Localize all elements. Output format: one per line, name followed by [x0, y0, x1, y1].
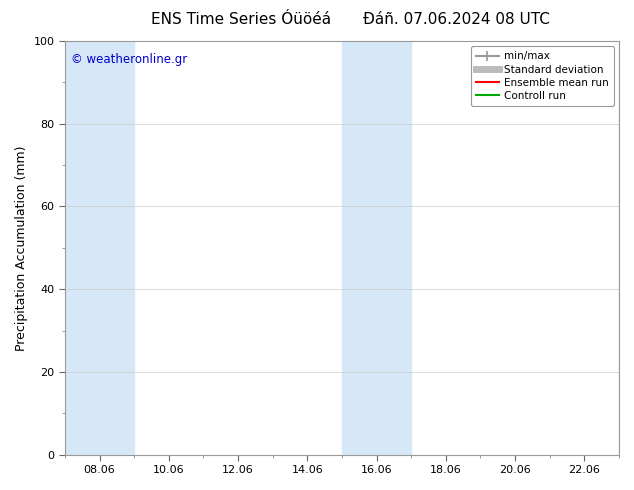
Bar — [342, 41, 411, 455]
Bar — [65, 41, 134, 455]
Bar — [619, 41, 634, 455]
Y-axis label: Precipitation Accumulation (mm): Precipitation Accumulation (mm) — [15, 145, 28, 350]
Text: Đáñ. 07.06.2024 08 UTC: Đáñ. 07.06.2024 08 UTC — [363, 12, 550, 27]
Text: © weatheronline.gr: © weatheronline.gr — [70, 53, 187, 67]
Legend: min/max, Standard deviation, Ensemble mean run, Controll run: min/max, Standard deviation, Ensemble me… — [470, 46, 614, 106]
Text: ENS Time Series Óüöéá: ENS Time Series Óüöéá — [151, 12, 331, 27]
